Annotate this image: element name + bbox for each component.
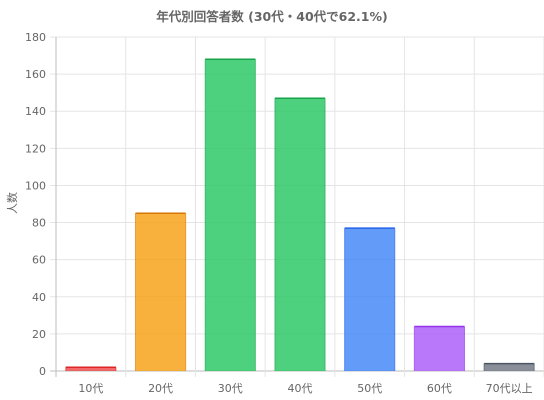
y-tick-label: 40 — [32, 291, 46, 304]
y-tick-label: 60 — [32, 254, 46, 267]
y-axis-label: 人数 — [6, 192, 19, 214]
bar-7[interactable] — [484, 363, 535, 371]
bar-6[interactable] — [414, 326, 465, 371]
x-tick-label: 60代 — [427, 382, 452, 395]
bar-4[interactable] — [274, 98, 326, 371]
axes: 0 20 40 60 80 100 120 140 160 180 10代 20代 30代 40代 50代 6… — [25, 31, 533, 395]
y-tick-label: 20 — [32, 328, 46, 341]
x-tick-label: 50代 — [357, 382, 382, 395]
y-tick-label: 120 — [25, 142, 46, 155]
y-tick-label: 180 — [25, 31, 46, 44]
x-tick-label: 30代 — [218, 382, 243, 395]
y-tick-label: 100 — [25, 179, 46, 192]
y-tick-label: 0 — [39, 365, 46, 378]
y-tick-label: 80 — [32, 217, 46, 230]
bar-2[interactable] — [135, 213, 186, 371]
x-tick-label: 20代 — [148, 382, 173, 395]
bars — [65, 58, 535, 372]
x-tick-label: 40代 — [288, 382, 313, 395]
bar-5[interactable] — [344, 228, 395, 371]
bar-1[interactable] — [65, 367, 116, 371]
y-tick-label: 160 — [25, 68, 46, 81]
bar-3[interactable] — [205, 59, 256, 372]
x-tick-label: 10代 — [78, 382, 103, 395]
y-tick-label: 140 — [25, 105, 46, 118]
x-tick-label: 70代以上 — [486, 382, 533, 395]
chart-title: 年代別回答者数 (30代・40代で62.1%) — [156, 9, 387, 24]
